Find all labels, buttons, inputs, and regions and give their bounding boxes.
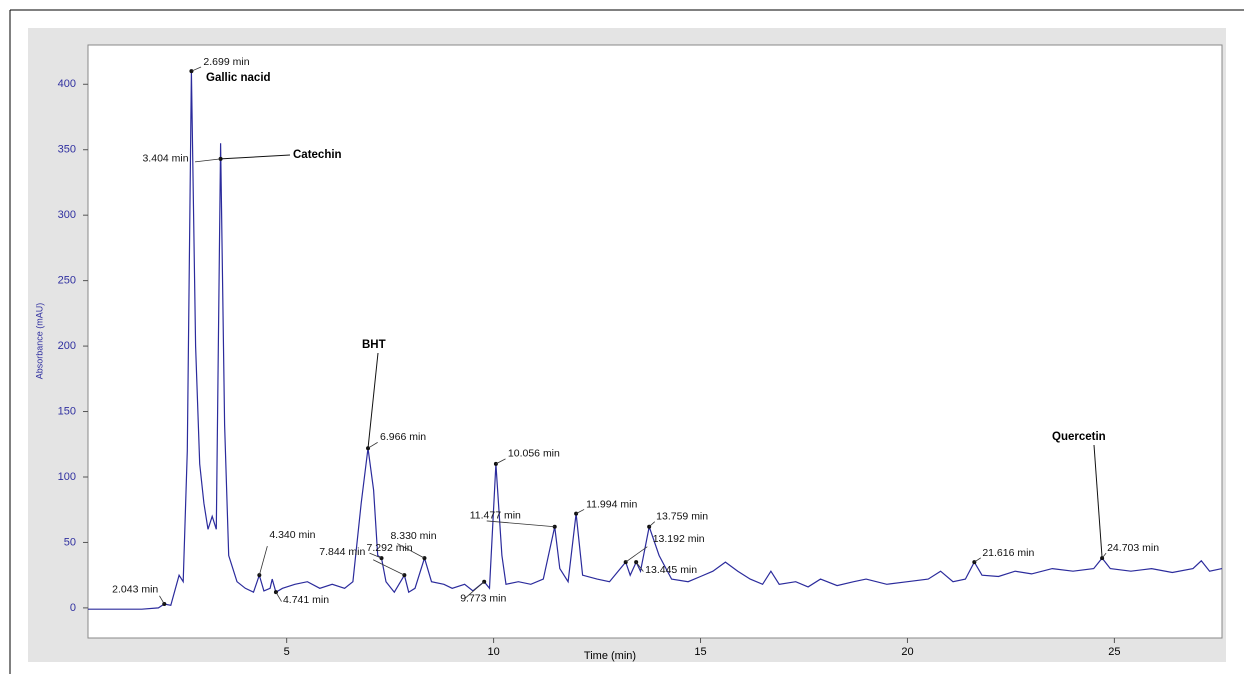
y-tick-label: 200 (58, 340, 76, 352)
peak-leader (367, 442, 378, 449)
peak-leader (1101, 552, 1107, 559)
compound-label: Quercetin (1052, 431, 1106, 443)
peak-label: 9.773 min (460, 592, 506, 604)
peak-leader (372, 559, 405, 576)
x-axis-label: Time (min) (584, 650, 636, 662)
peak-leader (194, 158, 221, 163)
peak-leader (397, 543, 425, 559)
peak-leader (258, 546, 268, 576)
peak-leader (635, 561, 644, 572)
peak-label: 24.703 min (1107, 542, 1159, 554)
peak-label: 7.292 min (367, 542, 413, 554)
x-tick-label: 20 (901, 646, 913, 658)
y-tick-label: 0 (70, 602, 76, 614)
peak-label: 11.994 min (586, 498, 637, 510)
y-axis-label: Absorbance (mAU) (34, 303, 44, 380)
peak-label: 21.616 min (982, 547, 1034, 559)
peak-label: 10.056 min (508, 448, 560, 460)
peak-leader (495, 458, 506, 465)
peak-leader (275, 591, 282, 602)
peak-label: 7.844 min (319, 546, 365, 558)
peak-label: 4.340 min (269, 529, 315, 541)
peak-label: 8.330 min (390, 530, 436, 542)
peak-leader (974, 557, 981, 563)
peak-leader (191, 66, 202, 72)
peak-leader (369, 552, 382, 559)
y-tick-label: 50 (64, 536, 76, 548)
compound-pointer (220, 154, 291, 160)
peak-leader (648, 521, 656, 528)
peak-label: 2.043 min (112, 584, 158, 596)
peak-label: 6.966 min (380, 431, 426, 443)
peak-leader (575, 509, 585, 514)
peak-label: 13.445 min (645, 564, 697, 576)
y-tick-label: 400 (58, 78, 76, 90)
x-tick-label: 5 (284, 646, 290, 658)
peak-label: 13.192 min (653, 533, 705, 545)
peak-label: 3.404 min (142, 153, 188, 165)
peak-leader (159, 595, 165, 605)
peak-leader (625, 546, 648, 563)
peak-label: 4.741 min (283, 594, 329, 606)
peak-label: 2.699 min (203, 56, 249, 68)
y-tick-label: 250 (58, 275, 76, 287)
y-tick-label: 150 (58, 405, 76, 417)
trace (88, 71, 1223, 610)
peak-label: 11.477 min (470, 510, 521, 522)
compound-label: Gallic nacid (206, 72, 271, 84)
peak-label: 13.759 min (656, 511, 708, 523)
peak-leader (486, 520, 555, 528)
compound-pointer (1093, 444, 1103, 559)
peak-leader (464, 581, 485, 599)
y-tick-label: 350 (58, 144, 76, 156)
y-tick-label: 300 (58, 209, 76, 221)
compound-label: BHT (362, 339, 386, 351)
x-tick-label: 15 (694, 646, 706, 658)
plot-area (87, 44, 1223, 639)
compound-label: Catechin (293, 149, 342, 161)
compound-pointer (367, 352, 379, 449)
y-tick-label: 100 (58, 471, 76, 483)
x-tick-label: 10 (487, 646, 499, 658)
x-tick-label: 25 (1108, 646, 1120, 658)
